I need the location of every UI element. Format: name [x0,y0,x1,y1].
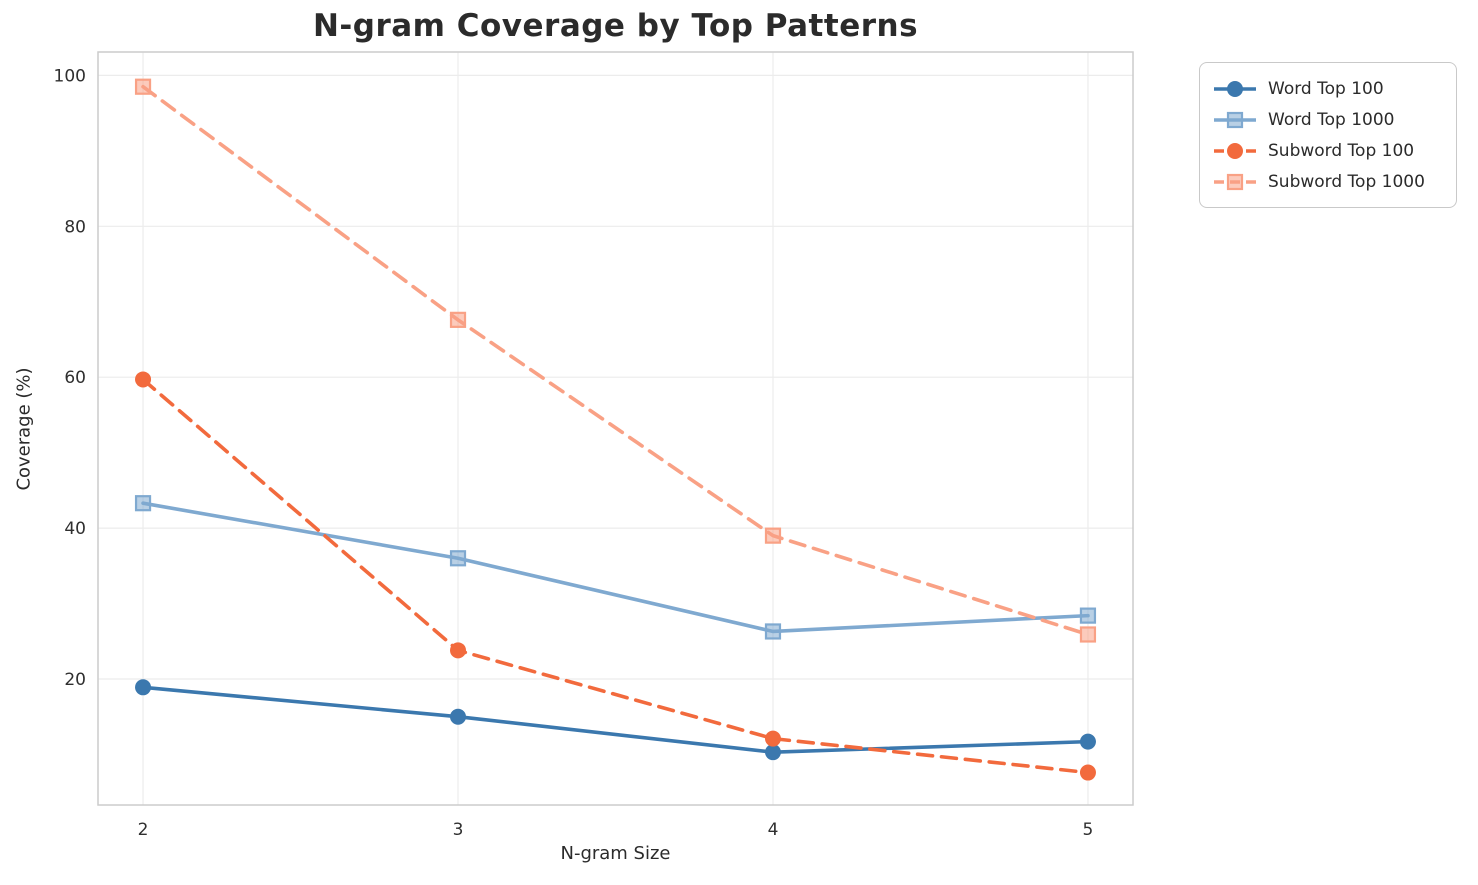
legend-sample-subword-top-100 [1214,142,1256,159]
chart-title: N-gram Coverage by Top Patterns [312,8,919,44]
legend-marker-word-top-1000 [1226,111,1244,128]
y-tick-label: 80 [64,217,86,237]
series-marker-word-top-1000 [1079,607,1097,624]
legend-label-subword-top-1000: Subword Top 1000 [1268,171,1425,192]
series-marker-word-top-1000 [134,495,152,512]
y-tick-label: 60 [64,368,86,388]
series-line-word-top-100 [141,685,1090,754]
x-tick-label: 3 [453,820,464,840]
series-marker-word-top-100 [135,679,152,696]
series-marker-word-top-100 [1079,733,1096,750]
series-marker-word-top-1000 [764,623,782,640]
plot-border [97,51,1134,806]
series-marker-subword-top-1000 [764,527,782,544]
legend-item-word-top-1000: Word Top 1000 [1212,104,1444,135]
x-tick-label: 2 [138,820,149,840]
series-marker-subword-top-100 [135,371,152,388]
legend-sample-subword-top-1000 [1214,173,1256,190]
legend-item-subword-top-1000: Subword Top 1000 [1212,166,1444,197]
legend-marker-word-top-100 [1227,80,1243,97]
y-tick-label: 100 [54,66,86,86]
x-axis-label: N-gram Size [560,843,671,864]
legend-item-subword-top-100: Subword Top 100 [1212,135,1444,166]
legend-sample-word-top-100 [1214,80,1256,97]
y-axis-label: Coverage (%) [13,367,35,491]
series-marker-word-top-100 [450,708,467,725]
legend-marker-subword-top-100 [1227,142,1243,159]
series-line-subword-top-1000 [141,84,1090,637]
legend-item-word-top-100: Word Top 100 [1212,73,1444,104]
legend: Word Top 100 Word Top 1000 Subword Top 100… [1199,62,1457,208]
legend-marker-subword-top-1000 [1226,173,1244,190]
x-tick-label: 5 [1083,820,1094,840]
x-tick-label: 4 [768,820,779,840]
y-tick-label: 20 [64,670,86,690]
series-marker-subword-top-1000 [449,311,467,328]
series-marker-subword-top-1000 [1079,626,1097,643]
series-marker-subword-top-100 [764,730,781,747]
legend-label-word-top-100: Word Top 100 [1268,78,1384,99]
legend-label-word-top-1000: Word Top 1000 [1268,109,1395,130]
legend-label-subword-top-100: Subword Top 100 [1268,140,1415,161]
series-marker-subword-top-1000 [134,78,152,95]
series-marker-word-top-1000 [449,550,467,567]
series-line-word-top-1000 [141,501,1090,634]
series-marker-subword-top-100 [450,642,467,659]
y-tick-label: 40 [64,519,86,539]
series-marker-subword-top-100 [1079,764,1096,781]
series-marker-word-top-100 [764,744,781,761]
legend-sample-word-top-1000 [1214,111,1256,128]
series-line-subword-top-100 [141,377,1090,775]
